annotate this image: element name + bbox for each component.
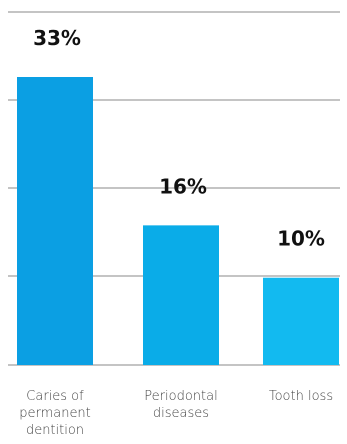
tick-label: Periodontal diseases [144,389,217,421]
category-labels: Caries of permanent dentition Periodontal di… [19,389,333,438]
bars [17,77,339,365]
data-label: 10% [277,227,325,251]
bar [17,77,93,365]
tick-label: Tooth loss [269,389,333,404]
tick-label: Caries of permanent dentition [19,389,91,438]
value-labels: 33% 16% 10% [33,26,325,251]
bar [263,277,339,365]
bar [143,225,219,365]
data-label: 33% [33,26,81,50]
data-label: 16% [159,174,207,198]
